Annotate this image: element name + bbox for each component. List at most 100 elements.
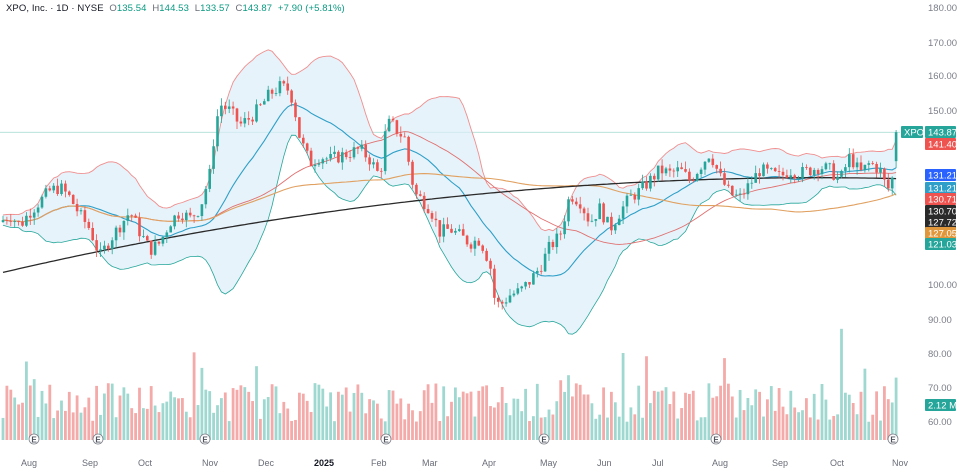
volume-bar: [582, 394, 586, 440]
candle-body: [664, 168, 668, 174]
candle-body: [251, 119, 254, 122]
candle-body: [493, 268, 496, 298]
candle-body: [641, 181, 644, 189]
volume-bar: [762, 416, 765, 440]
volume-bar: [177, 398, 180, 440]
candle-body: [161, 236, 165, 244]
volume-bar: [723, 358, 726, 440]
candle-body: [653, 175, 656, 180]
volume-bar: [785, 414, 789, 440]
volume-bar: [894, 377, 898, 440]
earnings-label: E: [95, 436, 101, 445]
volume-bar: [376, 403, 379, 440]
candle-body: [380, 170, 383, 172]
candle-body: [239, 121, 243, 124]
candle-body: [824, 163, 828, 170]
volume-bar: [196, 405, 200, 440]
volume-bar: [769, 386, 773, 440]
volume-bar: [520, 411, 524, 440]
candle-body: [196, 216, 200, 217]
tag-value: 127.05: [928, 229, 957, 240]
candle-body: [816, 169, 820, 175]
price-tag: 130.70: [925, 205, 957, 218]
candle-body: [173, 215, 176, 227]
candle-body: [567, 199, 570, 222]
candle-body: [871, 163, 874, 164]
price-tag: 2.12 M: [925, 399, 957, 412]
candle-body: [454, 230, 457, 233]
tag-value: 130.70: [928, 207, 957, 218]
candle-body: [134, 215, 137, 218]
volume-bar: [633, 414, 637, 440]
time-axis[interactable]: Aug Sep Oct Nov Dec 2025 Feb Mar Apr May Jun Jul Aug…: [21, 458, 909, 468]
volume-bar: [613, 402, 617, 440]
candle-body: [110, 240, 114, 249]
earnings-marker[interactable]: [887, 433, 899, 445]
volume-bar: [555, 401, 559, 440]
candle-body: [797, 178, 800, 180]
time-tick-label: Apr: [482, 458, 496, 468]
candle-body: [734, 194, 738, 196]
candle-body: [602, 203, 605, 223]
volume-bar: [672, 391, 676, 440]
tag-value: 127.72: [928, 218, 957, 229]
volume-bars: [1, 328, 898, 440]
time-tick-label: Sep: [772, 458, 788, 468]
volume-bar: [695, 420, 699, 440]
earnings-marker[interactable]: [199, 433, 211, 445]
ma-fast-line: [2, 104, 897, 277]
candle-body: [231, 106, 235, 109]
candle-body: [473, 240, 477, 249]
volume-bar: [411, 410, 414, 440]
volume-bar: [855, 414, 859, 440]
volume-bar: [457, 397, 461, 440]
candle-body: [754, 173, 757, 183]
volume-bar: [395, 403, 399, 440]
price-tag: 127.72: [925, 216, 957, 229]
volume-bar: [286, 408, 290, 440]
candle-body: [508, 295, 512, 303]
volume-bar: [652, 390, 656, 440]
volume-bar: [543, 417, 547, 440]
volume-bar: [407, 403, 410, 440]
volume-bar: [625, 421, 629, 440]
candle-body: [36, 207, 40, 213]
candle-body: [372, 162, 375, 165]
candle-body: [52, 185, 55, 191]
open-value: 135.54: [116, 3, 147, 14]
candle-body: [762, 164, 765, 177]
volume-bar: [426, 384, 430, 440]
volume-bar: [871, 414, 875, 440]
candle-body: [352, 147, 356, 158]
volume-bar: [5, 385, 9, 440]
volume-bar: [738, 389, 742, 440]
earnings-marker[interactable]: [710, 433, 722, 445]
tag-box: [925, 193, 956, 205]
candle-body: [32, 212, 36, 218]
volume-bar: [298, 392, 301, 440]
volume-bar: [773, 410, 777, 440]
volume-bar: [418, 411, 422, 440]
candle-body: [220, 105, 223, 117]
volume-bar: [266, 397, 270, 440]
volume-bar: [173, 397, 176, 440]
volume-bar: [867, 421, 871, 440]
volume-bar: [875, 391, 878, 440]
candle-body: [742, 193, 746, 195]
candle-body: [235, 108, 239, 122]
earnings-marker[interactable]: [538, 433, 550, 445]
candle-body: [44, 188, 48, 197]
price-axis[interactable]: 180.00 170.00 160.00 150.00 100.00 90.00 80.00…: [928, 3, 957, 428]
candle-body: [500, 301, 504, 304]
candle-body: [75, 203, 79, 212]
volume-bar: [321, 388, 325, 440]
earnings-marker[interactable]: [380, 433, 392, 445]
candle-body: [777, 171, 781, 172]
candle-body: [325, 158, 328, 160]
candle-body: [555, 233, 559, 248]
earnings-marker[interactable]: [92, 433, 104, 445]
earnings-marker[interactable]: [28, 433, 40, 445]
candle-body: [56, 185, 59, 195]
